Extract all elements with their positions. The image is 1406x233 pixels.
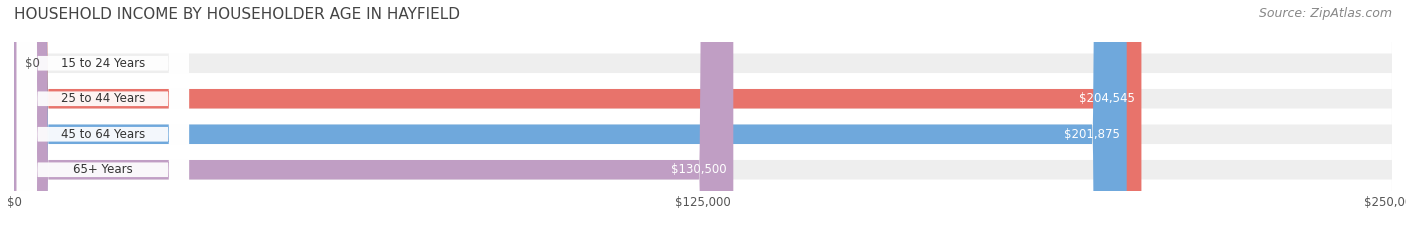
FancyBboxPatch shape [17,0,188,233]
FancyBboxPatch shape [17,0,188,233]
FancyBboxPatch shape [14,160,1392,179]
FancyBboxPatch shape [17,0,188,233]
Text: $201,875: $201,875 [1064,128,1119,141]
Text: $130,500: $130,500 [671,163,727,176]
FancyBboxPatch shape [14,54,1392,73]
Text: $0: $0 [25,57,39,70]
Text: Source: ZipAtlas.com: Source: ZipAtlas.com [1258,7,1392,20]
Text: 65+ Years: 65+ Years [73,163,132,176]
FancyBboxPatch shape [14,0,1142,233]
Text: $204,545: $204,545 [1078,92,1135,105]
FancyBboxPatch shape [14,0,734,233]
FancyBboxPatch shape [14,124,1392,144]
FancyBboxPatch shape [14,0,1126,233]
Text: HOUSEHOLD INCOME BY HOUSEHOLDER AGE IN HAYFIELD: HOUSEHOLD INCOME BY HOUSEHOLDER AGE IN H… [14,7,460,22]
Text: 25 to 44 Years: 25 to 44 Years [60,92,145,105]
Text: 15 to 24 Years: 15 to 24 Years [60,57,145,70]
FancyBboxPatch shape [17,0,188,233]
Text: 45 to 64 Years: 45 to 64 Years [60,128,145,141]
FancyBboxPatch shape [14,89,1392,109]
